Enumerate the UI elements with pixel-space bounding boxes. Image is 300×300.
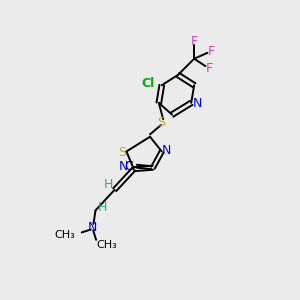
Text: N: N (192, 97, 202, 110)
Text: N: N (88, 221, 97, 234)
Text: H: H (103, 178, 113, 191)
Text: Cl: Cl (141, 77, 154, 90)
Text: N: N (119, 160, 128, 173)
Text: CH₃: CH₃ (54, 230, 75, 239)
Text: F: F (190, 35, 198, 48)
Text: F: F (208, 45, 215, 58)
Text: H: H (98, 201, 108, 214)
Text: S: S (118, 146, 126, 159)
Text: F: F (206, 62, 213, 75)
Text: C: C (124, 160, 133, 173)
Text: S: S (157, 116, 165, 128)
Text: CH₃: CH₃ (96, 240, 117, 250)
Text: N: N (162, 144, 171, 158)
